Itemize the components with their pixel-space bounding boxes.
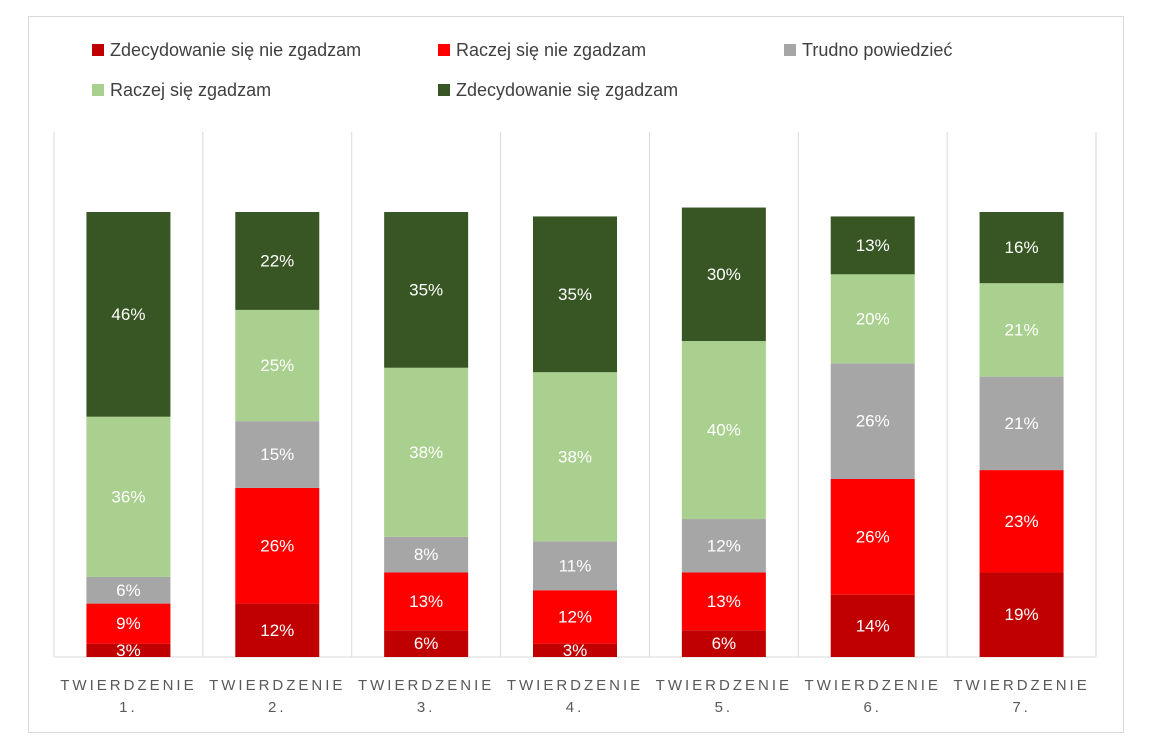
value-label-cat5-1: 6% <box>712 634 737 653</box>
bar-cat2-4 <box>235 309 320 422</box>
value-label-cat7-1: 19% <box>1005 605 1039 624</box>
legend-label-4: Raczej się zgadzam <box>110 80 271 100</box>
chart-frame <box>28 16 1124 733</box>
category-label-5-line2: 5. <box>715 699 734 716</box>
bar-cat4-4 <box>533 372 617 542</box>
value-label-cat3-1: 6% <box>414 634 439 653</box>
bar-cat5-2 <box>681 572 766 631</box>
value-label-cat3-4: 38% <box>409 443 443 462</box>
value-label-cat7-2: 23% <box>1005 512 1039 531</box>
value-label-cat7-3: 21% <box>1005 414 1039 433</box>
bar-cat1-5 <box>86 212 171 417</box>
category-label-1-line2: 1. <box>119 699 138 716</box>
value-label-cat1-2: 9% <box>116 614 141 633</box>
bar-cat4-5 <box>533 216 617 373</box>
value-label-cat4-5: 35% <box>558 285 592 304</box>
value-label-cat6-1: 14% <box>856 616 890 635</box>
value-label-cat5-4: 40% <box>707 421 741 440</box>
value-label-cat5-2: 13% <box>707 592 741 611</box>
bar-cat7-2 <box>979 470 1064 573</box>
bar-cat7-3 <box>979 376 1064 471</box>
category-label-7-line1: TWIERDZENIE <box>953 677 1089 694</box>
bar-cat7-5 <box>979 212 1064 284</box>
value-label-cat3-5: 35% <box>409 280 443 299</box>
bar-cat2-3 <box>235 421 320 488</box>
category-label-6-line1: TWIERDZENIE <box>805 677 941 694</box>
value-label-cat6-2: 26% <box>856 527 890 546</box>
value-label-cat2-2: 26% <box>260 536 294 555</box>
value-label-cat1-3: 6% <box>116 581 141 600</box>
value-label-cat2-3: 15% <box>260 445 294 464</box>
bar-cat4-1 <box>533 643 617 657</box>
value-label-cat5-5: 30% <box>707 265 741 284</box>
bar-cat1-3 <box>86 576 171 604</box>
value-label-cat7-5: 16% <box>1005 238 1039 257</box>
value-label-cat6-4: 20% <box>856 309 890 328</box>
value-label-cat4-1: 3% <box>563 641 588 660</box>
value-label-cat1-4: 36% <box>111 487 145 506</box>
value-label-cat5-3: 12% <box>707 536 741 555</box>
legend-label-3: Trudno powiedzieć <box>802 40 952 60</box>
legend-swatch-5 <box>438 84 450 96</box>
bar-cat3-5 <box>384 212 469 368</box>
value-label-cat4-3: 11% <box>559 556 592 575</box>
legend-swatch-3 <box>784 44 796 56</box>
bar-cat5-1 <box>681 630 766 657</box>
bar-cat7-4 <box>979 283 1064 377</box>
category-label-2-line1: TWIERDZENIE <box>209 677 345 694</box>
bar-cat4-2 <box>533 590 617 644</box>
bar-cat3-2 <box>384 572 469 631</box>
value-label-cat2-1: 12% <box>260 621 294 640</box>
bar-cat6-5 <box>830 216 915 275</box>
bar-cat1-2 <box>86 603 171 644</box>
legend-label-5: Zdecydowanie się zgadzam <box>456 80 678 100</box>
category-label-1-line1: TWIERDZENIE <box>60 677 196 694</box>
legend-swatch-2 <box>438 44 450 56</box>
value-label-cat2-4: 25% <box>260 356 294 375</box>
value-label-cat4-4: 38% <box>558 447 592 466</box>
value-label-cat6-3: 26% <box>856 412 890 431</box>
bar-cat1-1 <box>86 643 171 657</box>
legend-label-2: Raczej się nie zgadzam <box>456 40 646 60</box>
bar-cat5-3 <box>681 519 766 573</box>
category-label-4-line1: TWIERDZENIE <box>507 677 643 694</box>
category-label-3-line1: TWIERDZENIE <box>358 677 494 694</box>
bar-cat2-1 <box>235 603 320 657</box>
value-label-cat3-2: 13% <box>409 592 443 611</box>
bar-cat3-4 <box>384 367 469 537</box>
value-label-cat3-3: 8% <box>414 545 439 564</box>
value-label-cat1-1: 3% <box>116 641 141 660</box>
bar-cat2-5 <box>235 212 320 310</box>
category-label-2-line2: 2. <box>268 699 287 716</box>
category-label-7-line2: 7. <box>1012 699 1031 716</box>
category-label-3-line2: 3. <box>417 699 436 716</box>
category-label-6-line2: 6. <box>863 699 882 716</box>
value-label-cat2-5: 22% <box>260 251 294 270</box>
bar-cat3-1 <box>384 630 469 657</box>
value-label-cat4-2: 12% <box>558 607 592 626</box>
value-label-cat1-5: 46% <box>111 305 145 324</box>
bar-cat2-2 <box>235 487 320 604</box>
bar-cat6-4 <box>830 274 915 364</box>
legend-swatch-4 <box>92 84 104 96</box>
category-label-5-line1: TWIERDZENIE <box>656 677 792 694</box>
bar-cat5-5 <box>681 207 766 342</box>
category-label-4-line2: 4. <box>566 699 585 716</box>
bar-cat7-1 <box>979 572 1064 657</box>
bar-cat6-1 <box>830 594 915 657</box>
bar-cat3-3 <box>384 536 469 573</box>
bar-cat4-3 <box>533 541 617 591</box>
value-label-cat6-5: 13% <box>856 236 890 255</box>
legend-swatch-1 <box>92 44 104 56</box>
bar-cat6-2 <box>830 479 915 595</box>
legend-label-1: Zdecydowanie się nie zgadzam <box>110 40 361 60</box>
bar-cat5-4 <box>681 341 766 520</box>
bar-cat6-3 <box>830 363 915 479</box>
bar-cat1-4 <box>86 416 171 577</box>
value-label-cat7-4: 21% <box>1005 320 1039 339</box>
